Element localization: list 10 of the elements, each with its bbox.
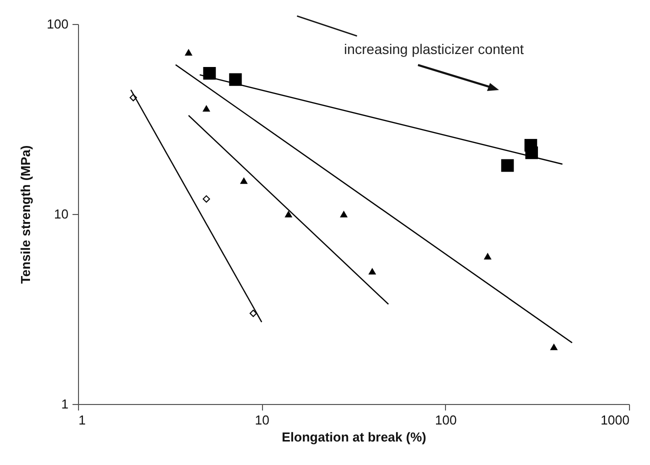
x-tick-label: 1000 xyxy=(600,412,630,428)
x-tick-label: 100 xyxy=(434,412,457,428)
y-tick-label: 1 xyxy=(61,396,68,412)
y-axis-title: Tensile strength (MPa) xyxy=(18,145,33,284)
y-tick-label: 10 xyxy=(54,206,68,222)
y-tick-label: 100 xyxy=(46,16,68,32)
x-axis-title: Elongation at break (%) xyxy=(282,430,426,444)
x-tick-label: 10 xyxy=(254,412,270,428)
x-tick-label: 1 xyxy=(78,412,86,428)
annotation: increasing plasticizer content xyxy=(344,41,524,57)
